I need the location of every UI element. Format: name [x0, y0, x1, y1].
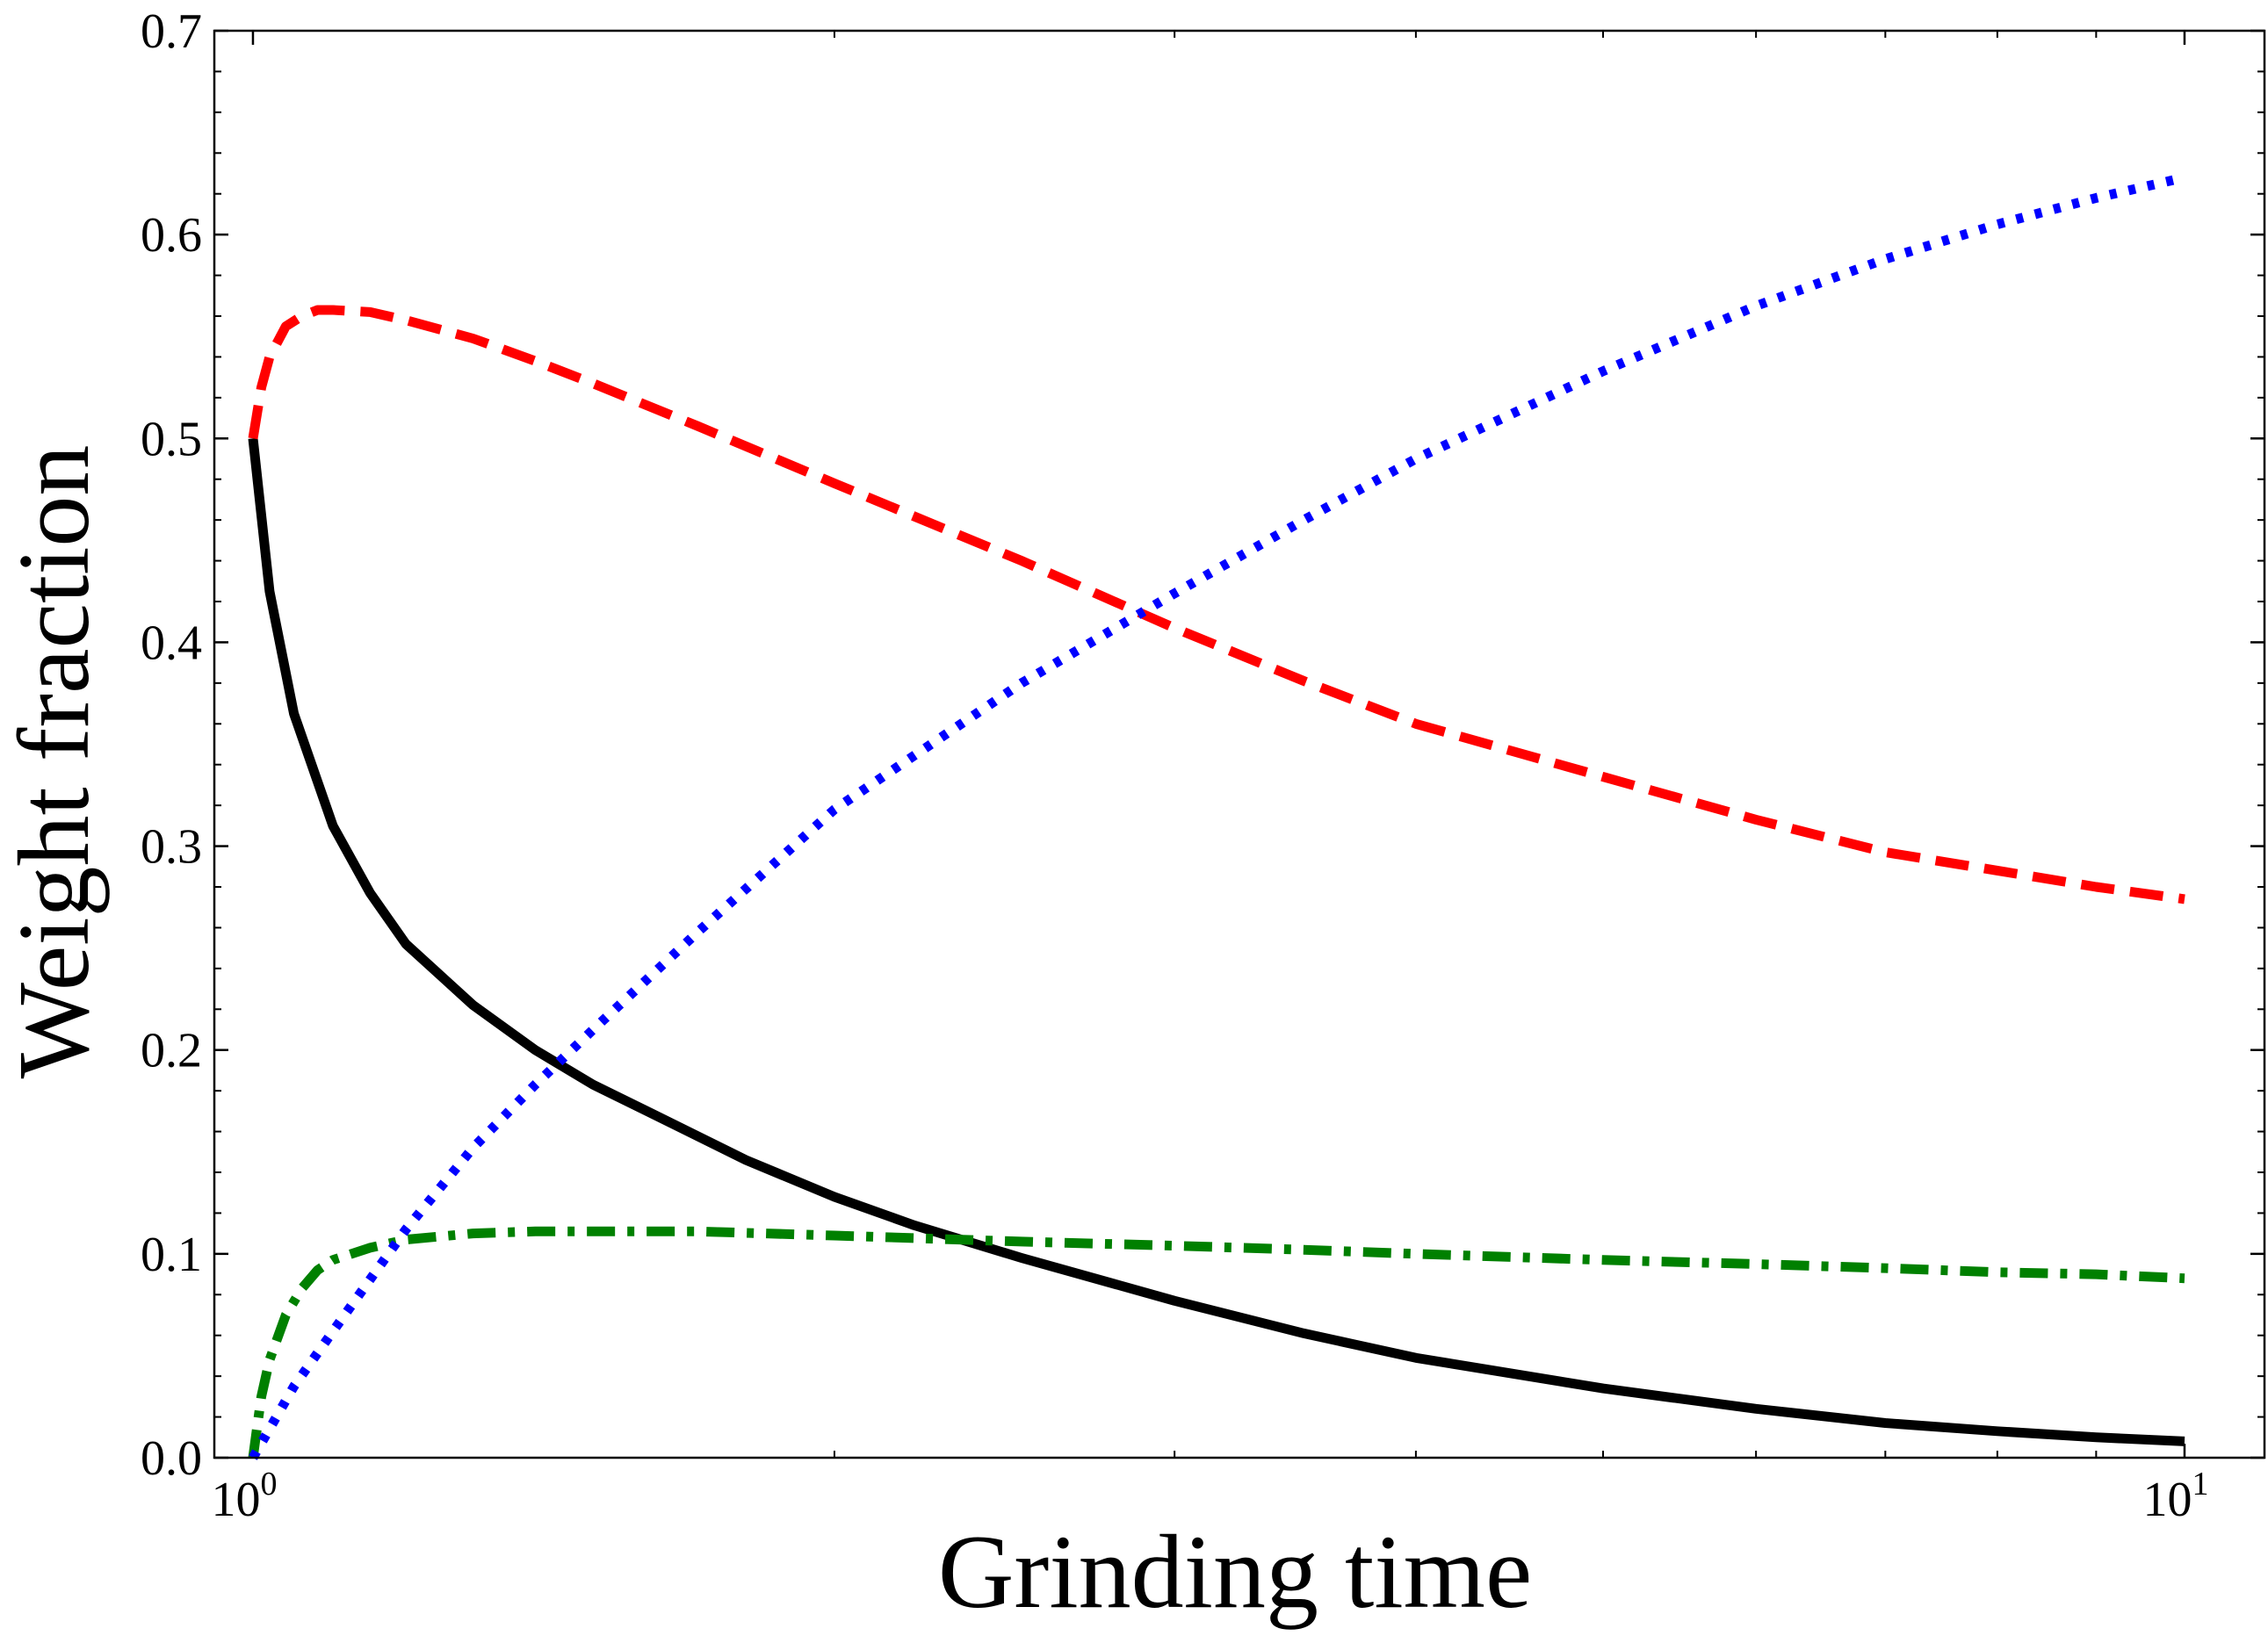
- y-tick-labels: 0.0 0.1 0.2 0.3 0.4 0.5 0.6 0.7: [141, 4, 202, 1486]
- y-tick-label: 0.6: [141, 208, 202, 263]
- series-layer: [248, 172, 2186, 1460]
- x-tick-label: 100: [211, 1466, 277, 1527]
- y-tick-label: 0.2: [141, 1024, 202, 1078]
- tick-marks: [214, 29, 2264, 1459]
- y-tick-label: 0.7: [141, 4, 202, 59]
- x-tick-exponent: 0: [260, 1466, 277, 1502]
- series-line-dotted: [249, 172, 2186, 1460]
- y-tick-label: 0.0: [141, 1431, 202, 1486]
- x-tick-labels: 100 101: [211, 1466, 2208, 1527]
- x-axis-label: Grinding time: [938, 1513, 1533, 1630]
- y-tick-label: 0.5: [141, 412, 202, 466]
- y-tick-label: 0.4: [141, 616, 202, 670]
- series-line-solid: [248, 437, 2185, 1446]
- x-tick-base: 10: [211, 1473, 260, 1527]
- y-tick-label: 0.1: [141, 1228, 202, 1282]
- x-tick-label: 101: [2142, 1466, 2208, 1527]
- series-line-dashed: [248, 305, 2185, 904]
- x-tick-base: 10: [2142, 1473, 2192, 1527]
- series-line-dashdot: [248, 1226, 2185, 1459]
- y-axis-label: Weight fraction: [0, 445, 111, 1079]
- y-tick-label: 0.3: [141, 820, 202, 875]
- x-tick-exponent: 1: [2192, 1466, 2208, 1502]
- plot-frame: [213, 29, 2266, 1459]
